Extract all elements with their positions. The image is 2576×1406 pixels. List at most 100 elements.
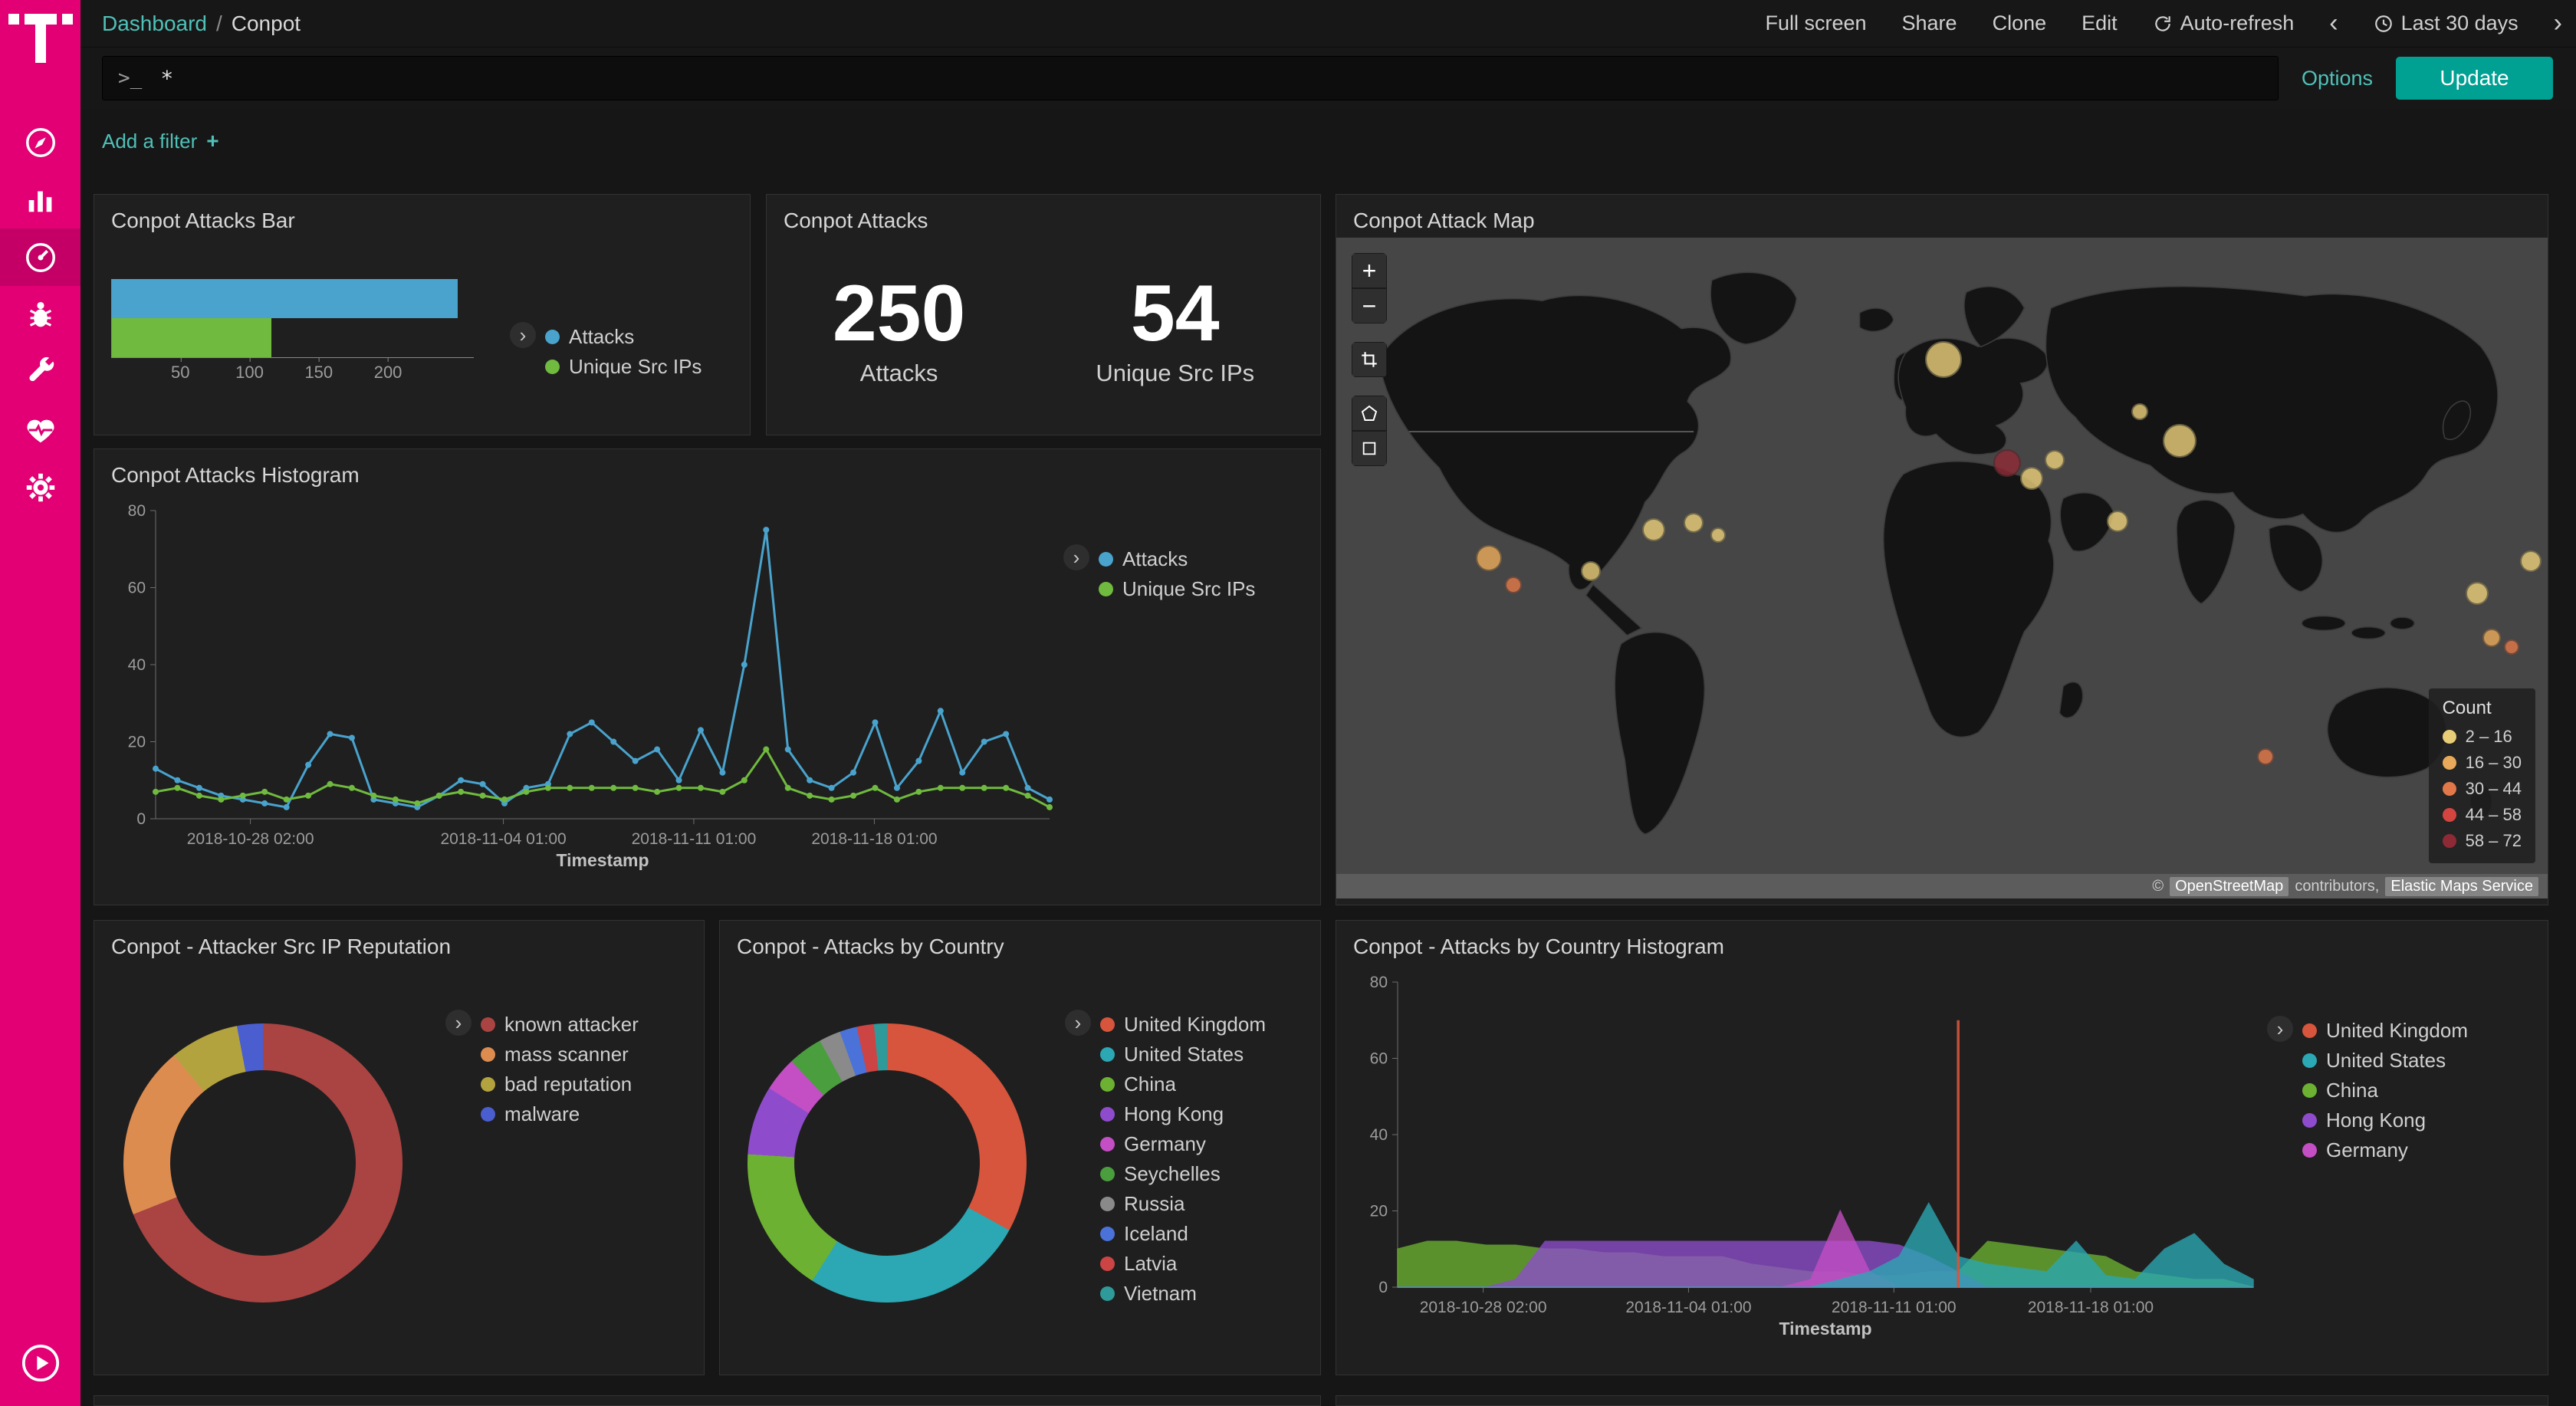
time-back-chevron[interactable]: ‹ bbox=[2329, 8, 2338, 38]
country-donut-chart[interactable] bbox=[748, 1023, 1027, 1303]
sidebar-item-dashboard[interactable] bbox=[0, 228, 80, 286]
legend-item[interactable]: China bbox=[2302, 1076, 2468, 1105]
legend-range-label: 16 – 30 bbox=[2465, 753, 2522, 772]
legend-item[interactable]: Attacks bbox=[545, 322, 702, 352]
legend-item[interactable]: Hong Kong bbox=[1100, 1099, 1266, 1129]
sidebar-item-visualize[interactable] bbox=[0, 171, 80, 228]
clone-button[interactable]: Clone bbox=[1992, 11, 2047, 34]
draw-rectangle-button[interactable] bbox=[1352, 431, 1387, 466]
metric-attacks: 250 Attacks bbox=[833, 272, 966, 386]
sidebar-item-management[interactable] bbox=[0, 458, 80, 516]
world-attack-map[interactable]: + − Count bbox=[1336, 238, 2548, 898]
legend-toggle-icon[interactable]: › bbox=[510, 322, 536, 348]
time-forward-chevron[interactable]: › bbox=[2553, 8, 2562, 38]
add-filter-link[interactable]: Add a filter bbox=[102, 129, 198, 153]
donut-ring[interactable] bbox=[123, 1023, 402, 1303]
sidebar-item-discover[interactable] bbox=[0, 113, 80, 171]
zoom-out-button[interactable]: − bbox=[1352, 288, 1387, 324]
legend-item[interactable]: malware bbox=[481, 1099, 639, 1129]
update-button[interactable]: Update bbox=[2396, 57, 2553, 100]
attack-location-marker[interactable] bbox=[2019, 466, 2043, 490]
fit-bounds-button[interactable] bbox=[1352, 342, 1387, 377]
reputation-donut-chart[interactable] bbox=[123, 1023, 402, 1303]
attack-location-marker[interactable] bbox=[1476, 545, 1503, 572]
bar-unique-src-ips[interactable] bbox=[112, 318, 271, 357]
svg-text:Timestamp: Timestamp bbox=[556, 850, 649, 870]
legend-item[interactable]: Hong Kong bbox=[2302, 1105, 2468, 1135]
map-legend-row: 30 – 44 bbox=[2442, 776, 2522, 802]
sidebar-item-devtools[interactable] bbox=[0, 343, 80, 401]
legend-item[interactable]: Seychelles bbox=[1100, 1159, 1266, 1189]
openstreetmap-link[interactable]: OpenStreetMap bbox=[2170, 876, 2289, 896]
attack-location-marker[interactable] bbox=[2519, 550, 2542, 573]
legend-item[interactable]: United Kingdom bbox=[1100, 1010, 1266, 1040]
attack-location-marker[interactable] bbox=[1924, 340, 1962, 378]
gauge-icon bbox=[25, 242, 55, 272]
attack-location-marker[interactable] bbox=[2131, 402, 2148, 420]
legend-toggle-icon[interactable]: › bbox=[2267, 1016, 2293, 1042]
legend-item[interactable]: Germany bbox=[2302, 1135, 2468, 1165]
svg-text:2018-11-04 01:00: 2018-11-04 01:00 bbox=[440, 830, 566, 848]
query-options-link[interactable]: Options bbox=[2301, 66, 2373, 90]
attacks-line-chart[interactable]: 0 20 40 60 80 2018-10-28 02:00 2018-11-04 01:0… bbox=[105, 497, 1063, 874]
legend-label: Attacks bbox=[1122, 547, 1188, 570]
sidebar-collapse-button[interactable] bbox=[0, 1342, 80, 1385]
legend-toggle-icon[interactable]: › bbox=[445, 1010, 472, 1036]
attack-location-marker[interactable] bbox=[2503, 639, 2519, 655]
chart-legend: › Attacks Unique Src IPs bbox=[510, 322, 702, 392]
legend-item[interactable]: Attacks bbox=[1099, 544, 1255, 574]
edit-button[interactable]: Edit bbox=[2082, 11, 2118, 34]
sidebar-item-attackmap[interactable] bbox=[0, 286, 80, 343]
legend-item[interactable]: Latvia bbox=[1100, 1249, 1266, 1279]
legend-color-dot bbox=[1100, 1257, 1115, 1271]
legend-toggle-icon[interactable]: › bbox=[1063, 544, 1089, 570]
attack-location-marker[interactable] bbox=[2107, 510, 2129, 532]
draw-polygon-button[interactable] bbox=[1352, 396, 1387, 431]
attack-location-marker[interactable] bbox=[1580, 561, 1601, 582]
donut-ring[interactable] bbox=[748, 1023, 1027, 1303]
attack-location-marker[interactable] bbox=[1641, 518, 1665, 541]
legend-item[interactable]: Vietnam bbox=[1100, 1279, 1266, 1309]
add-filter-plus-icon[interactable]: + bbox=[206, 129, 219, 153]
time-range-picker[interactable]: Last 30 days bbox=[2374, 11, 2518, 35]
telekom-logo[interactable] bbox=[0, 0, 80, 63]
attack-location-marker[interactable] bbox=[2482, 629, 2502, 648]
attack-location-marker[interactable] bbox=[2256, 747, 2274, 765]
legend-label: known attacker bbox=[504, 1013, 639, 1036]
attack-location-marker[interactable] bbox=[1993, 448, 2022, 477]
search-query-input[interactable]: >_ * bbox=[102, 56, 2279, 100]
full-screen-button[interactable]: Full screen bbox=[1765, 11, 1867, 34]
attack-location-marker[interactable] bbox=[2044, 449, 2065, 470]
legend-item[interactable]: United Kingdom bbox=[2302, 1016, 2468, 1046]
crop-icon bbox=[1362, 352, 1377, 367]
bar-attacks[interactable] bbox=[112, 279, 458, 318]
auto-refresh-button[interactable]: Auto-refresh bbox=[2153, 11, 2294, 35]
legend-item[interactable]: Unique Src IPs bbox=[545, 352, 702, 382]
breadcrumb-dashboard-link[interactable]: Dashboard bbox=[102, 11, 207, 35]
legend-item[interactable]: United States bbox=[2302, 1046, 2468, 1076]
legend-item[interactable]: Germany bbox=[1100, 1129, 1266, 1159]
legend-item[interactable]: bad reputation bbox=[481, 1069, 639, 1099]
country-area-chart[interactable]: 0 20 40 60 80 2018-10-28 02:00 2018-11-04 01:0… bbox=[1347, 968, 2267, 1342]
attack-location-marker[interactable] bbox=[1710, 527, 1726, 543]
elastic-maps-service-link[interactable]: Elastic Maps Service bbox=[2385, 876, 2538, 896]
legend-item[interactable]: China bbox=[1100, 1069, 1266, 1099]
legend-item[interactable]: Unique Src IPs bbox=[1099, 574, 1255, 604]
legend-item[interactable]: Iceland bbox=[1100, 1219, 1266, 1249]
legend-item[interactable]: mass scanner bbox=[481, 1040, 639, 1069]
share-button[interactable]: Share bbox=[1901, 11, 1957, 34]
zoom-in-button[interactable]: + bbox=[1352, 253, 1387, 288]
legend-item[interactable]: Russia bbox=[1100, 1189, 1266, 1219]
attack-location-marker[interactable] bbox=[1504, 576, 1522, 593]
legend-range-label: 2 – 16 bbox=[2465, 727, 2512, 746]
sidebar-item-monitoring[interactable] bbox=[0, 401, 80, 458]
legend-item[interactable]: United States bbox=[1100, 1040, 1266, 1069]
legend-item[interactable]: known attacker bbox=[481, 1010, 639, 1040]
attack-location-marker[interactable] bbox=[2466, 581, 2489, 605]
legend-label: Germany bbox=[2326, 1138, 2408, 1161]
attack-location-marker[interactable] bbox=[1684, 513, 1704, 534]
attack-location-marker[interactable] bbox=[2162, 424, 2196, 458]
legend-color-dot bbox=[1100, 1017, 1115, 1032]
svg-text:60: 60 bbox=[128, 580, 146, 597]
legend-toggle-icon[interactable]: › bbox=[1065, 1010, 1091, 1036]
